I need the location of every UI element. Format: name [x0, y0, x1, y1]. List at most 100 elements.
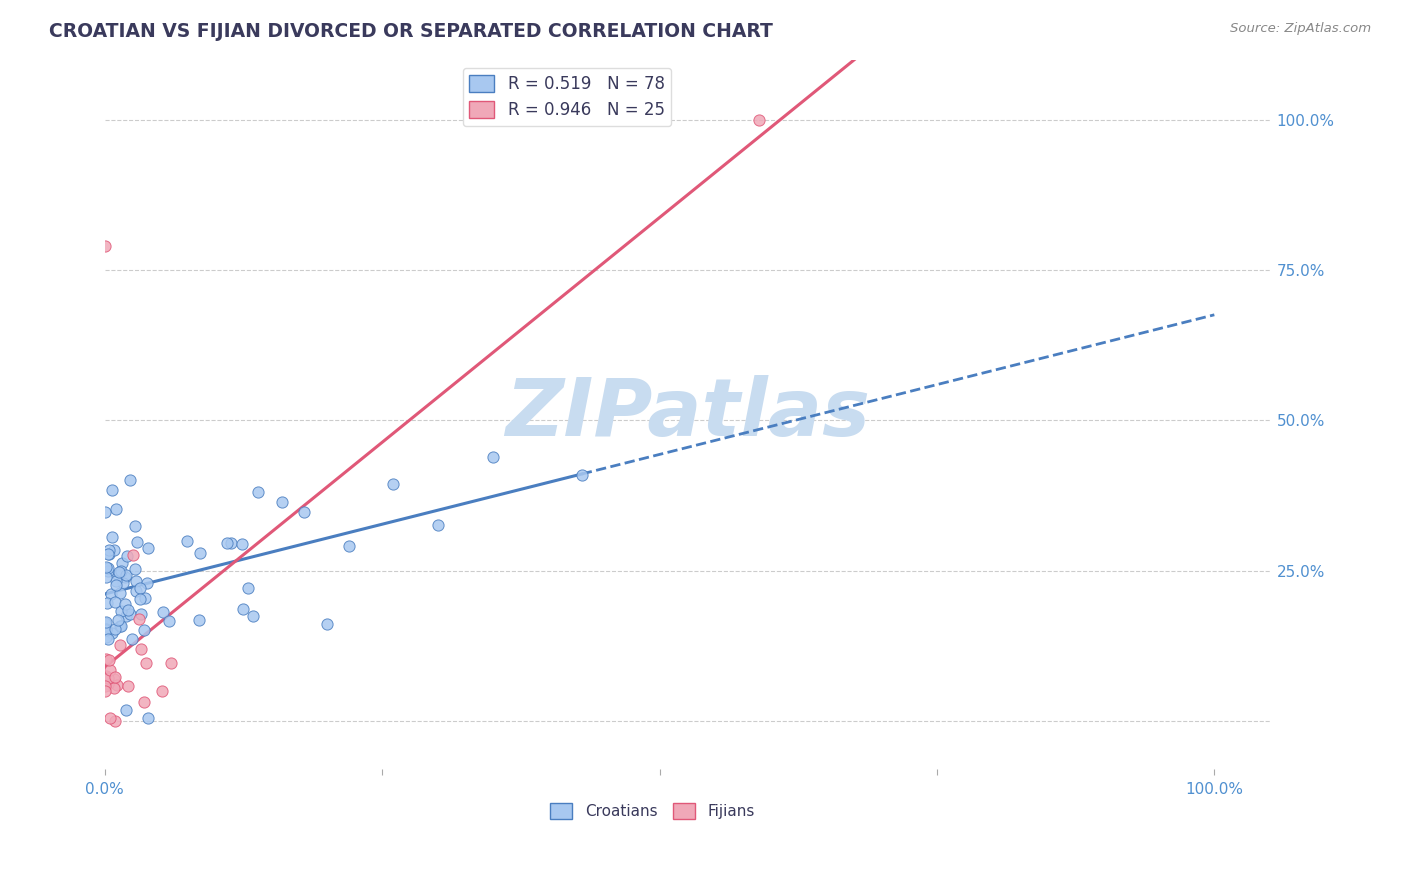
Point: [121, 549, 143, 563]
Point: [97, 632, 120, 646]
Point: [118, 473, 141, 487]
Point: [107, 613, 129, 627]
Point: [94, 239, 117, 253]
Point: [97, 564, 120, 578]
Point: [108, 566, 131, 580]
Point: [128, 612, 150, 626]
Point: [104, 622, 127, 636]
Point: [100, 483, 122, 498]
Point: [215, 536, 238, 550]
Point: [108, 619, 131, 633]
Point: [104, 574, 127, 588]
Point: [121, 632, 143, 647]
Legend: Croatians, Fijians: Croatians, Fijians: [543, 797, 761, 825]
Point: [219, 535, 242, 549]
Point: [115, 568, 138, 582]
Point: [176, 534, 198, 549]
Point: [246, 485, 269, 500]
Point: [104, 670, 127, 684]
Point: [111, 576, 134, 591]
Point: [94, 623, 117, 637]
Point: [114, 597, 136, 611]
Point: [157, 614, 180, 628]
Point: [98, 710, 121, 724]
Point: [103, 673, 125, 687]
Point: [96, 547, 118, 561]
Point: [94, 630, 117, 644]
Point: [105, 502, 128, 516]
Point: [188, 613, 211, 627]
Point: [294, 505, 316, 519]
Point: [129, 591, 152, 606]
Point: [271, 494, 294, 508]
Point: [152, 605, 174, 619]
Point: [100, 626, 122, 640]
Point: [125, 535, 148, 549]
Point: [571, 467, 593, 482]
Point: [138, 541, 160, 556]
Point: [135, 576, 157, 591]
Point: [103, 543, 125, 558]
Point: [97, 547, 120, 561]
Point: [100, 587, 122, 601]
Point: [124, 518, 146, 533]
Point: [124, 574, 146, 589]
Point: [315, 617, 337, 632]
Point: [97, 677, 120, 691]
Point: [103, 681, 125, 695]
Point: [108, 638, 131, 652]
Point: [94, 622, 117, 636]
Point: [110, 619, 132, 633]
Point: [111, 556, 134, 570]
Point: [94, 684, 117, 698]
Point: [129, 607, 152, 621]
Point: [100, 530, 122, 544]
Point: [97, 560, 120, 574]
Point: [134, 624, 156, 638]
Point: [114, 703, 136, 717]
Point: [242, 608, 264, 623]
Point: [103, 595, 125, 609]
Point: [110, 604, 132, 618]
Point: [94, 669, 117, 683]
Point: [125, 584, 148, 599]
Text: Source: ZipAtlas.com: Source: ZipAtlas.com: [1230, 22, 1371, 36]
Point: [382, 477, 405, 491]
Point: [117, 679, 139, 693]
Text: ZIPatlas: ZIPatlas: [505, 376, 870, 453]
Point: [135, 657, 157, 671]
Point: [115, 549, 138, 564]
Point: [160, 656, 183, 670]
Point: [94, 570, 117, 584]
Point: [188, 546, 211, 560]
Point: [94, 615, 117, 630]
Point: [115, 609, 138, 624]
Point: [482, 450, 505, 464]
Point: [236, 582, 259, 596]
Point: [98, 663, 121, 677]
Point: [94, 615, 117, 629]
Point: [105, 577, 128, 591]
Point: [98, 543, 121, 558]
Point: [129, 641, 152, 656]
Point: [97, 672, 120, 686]
Point: [232, 602, 254, 616]
Point: [150, 684, 173, 698]
Point: [124, 562, 146, 576]
Point: [96, 596, 118, 610]
Point: [134, 591, 156, 605]
Point: [96, 652, 118, 666]
Point: [96, 559, 118, 574]
Point: [104, 714, 127, 729]
Point: [105, 678, 128, 692]
Point: [110, 564, 132, 578]
Point: [337, 539, 360, 553]
Point: [110, 585, 132, 599]
Point: [118, 607, 141, 621]
Point: [94, 505, 117, 519]
Point: [94, 679, 117, 693]
Point: [97, 653, 120, 667]
Point: [129, 581, 152, 595]
Point: [107, 568, 129, 582]
Point: [748, 112, 770, 127]
